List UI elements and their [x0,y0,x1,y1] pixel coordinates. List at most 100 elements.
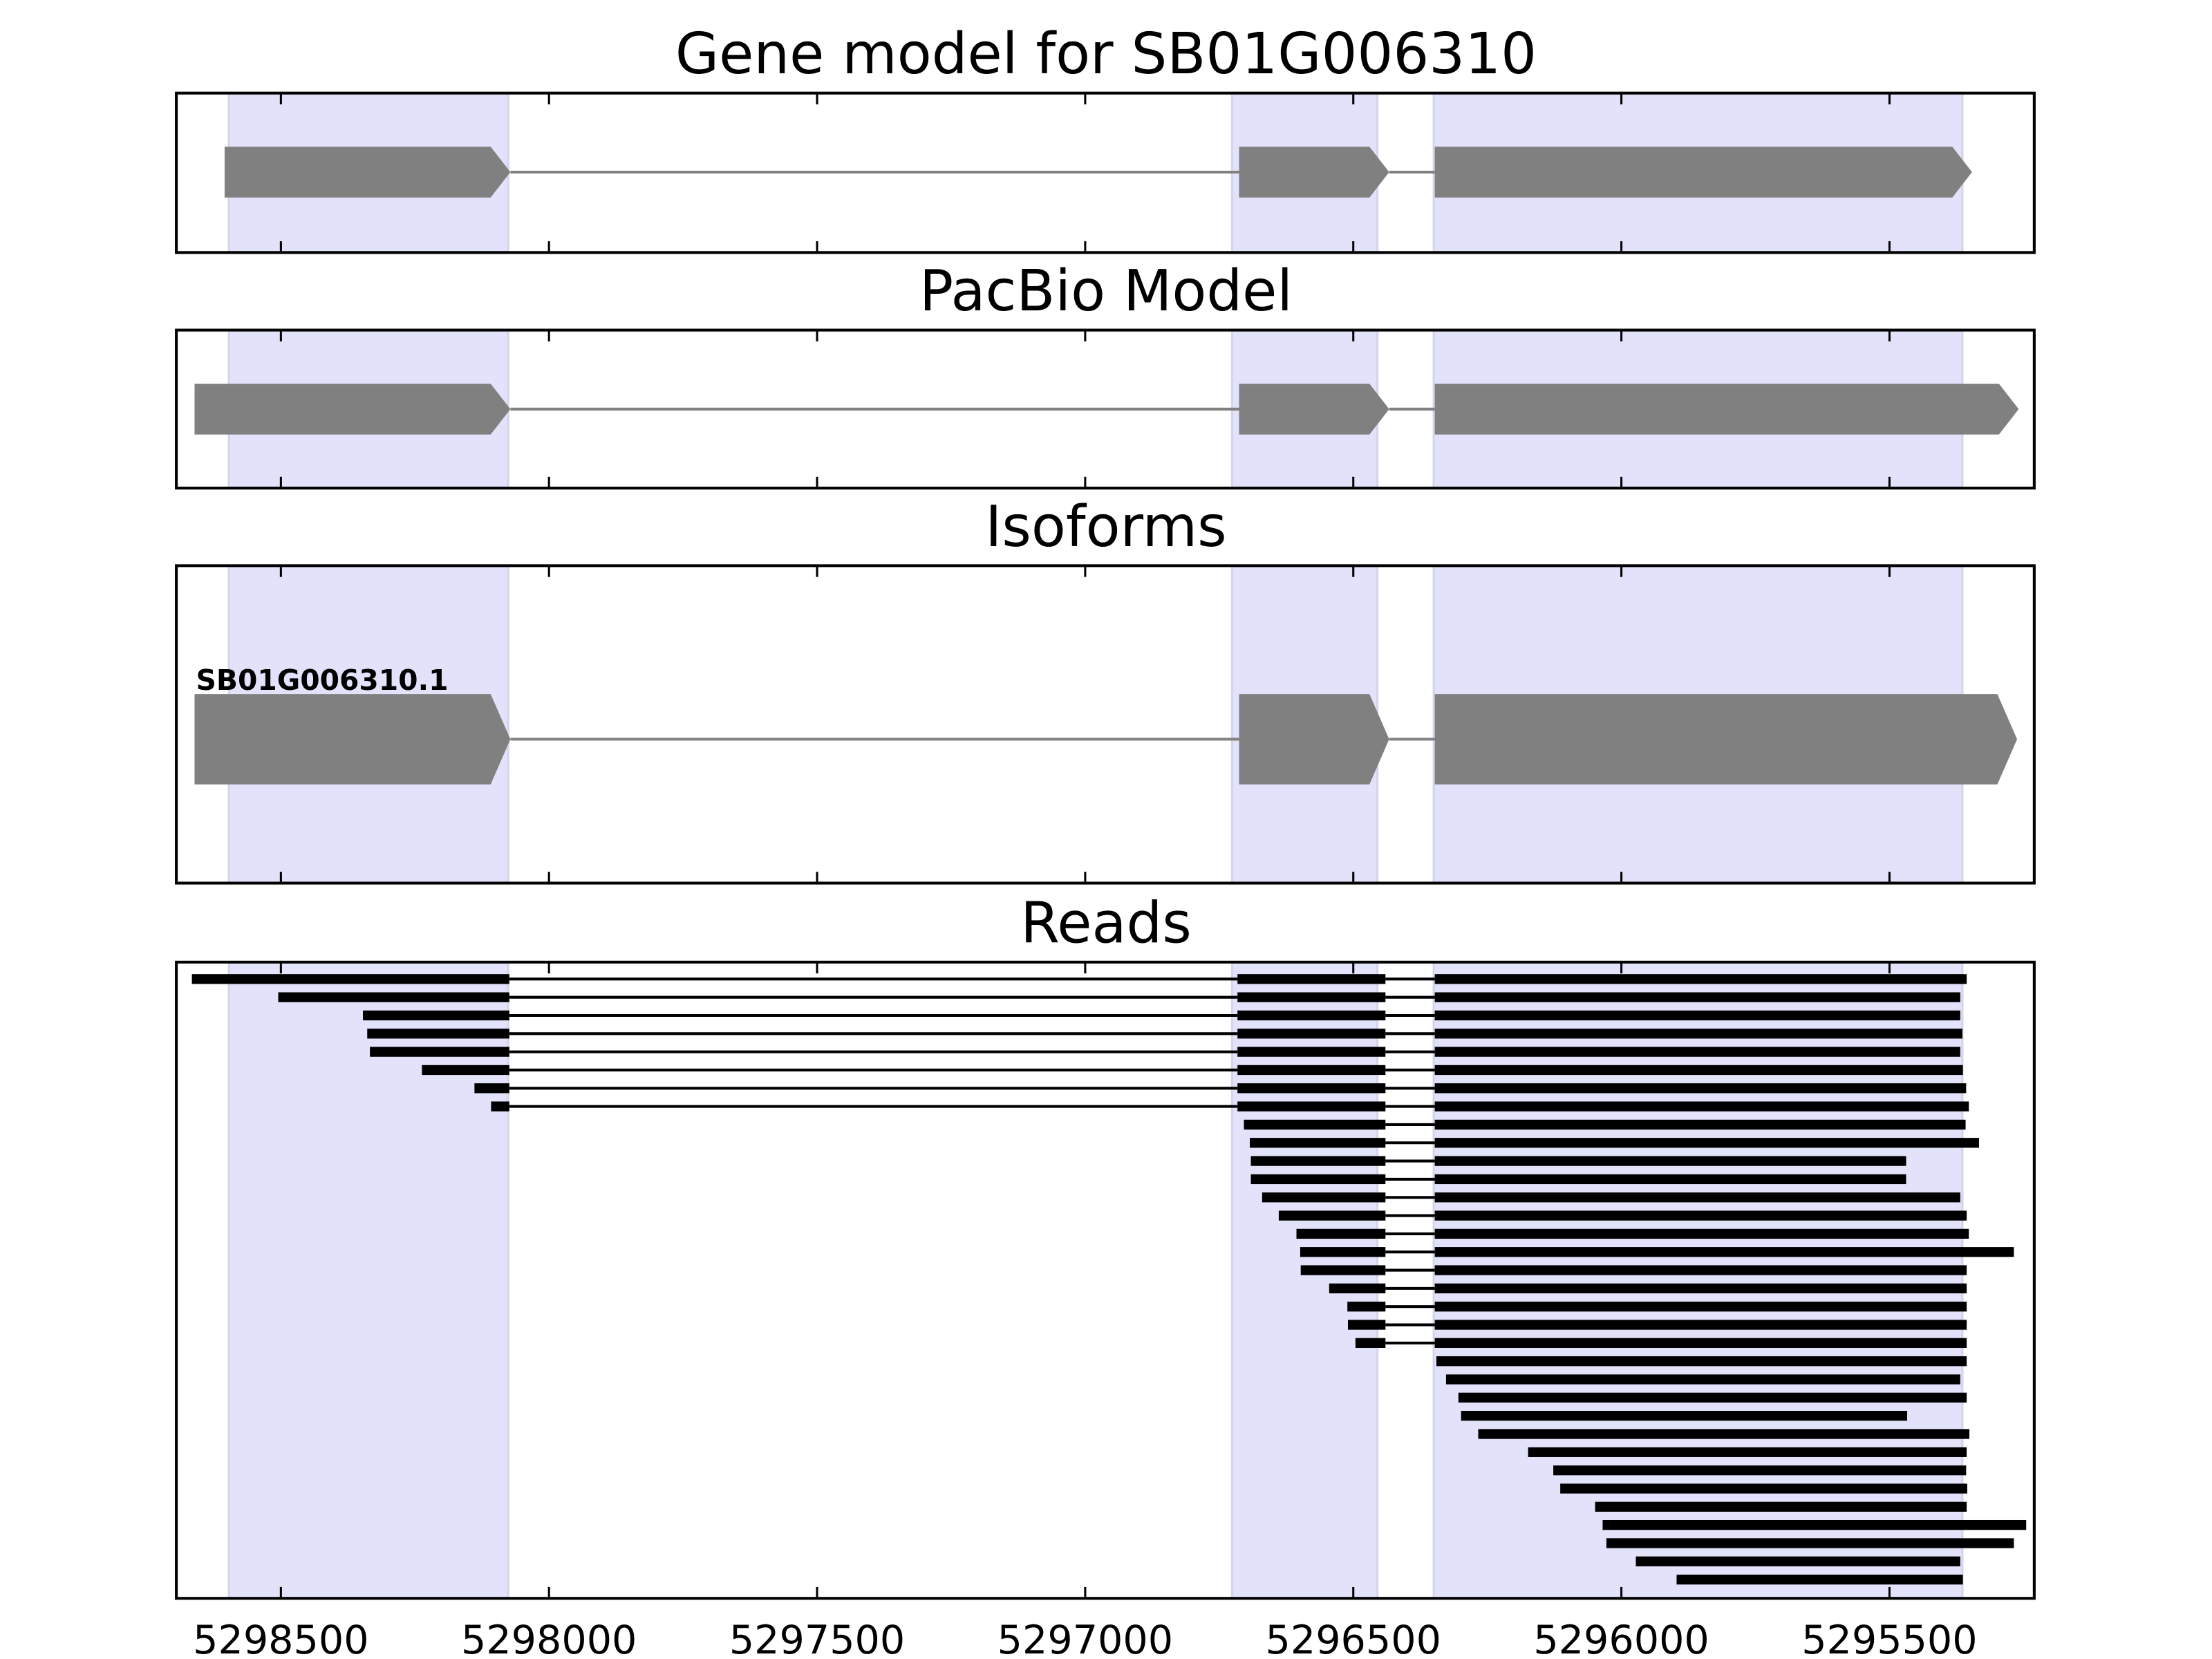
read-block [363,1010,509,1021]
read-block [1434,1174,1906,1185]
read-block [1434,1228,1969,1239]
read-block [1296,1228,1386,1239]
read-block [1528,1447,1967,1457]
read-block [1237,1083,1386,1094]
read-row [1458,1392,1967,1403]
x-tick-label: 5298000 [461,1618,637,1659]
read-block [1250,1156,1386,1166]
x-tick-label: 5297500 [729,1618,905,1659]
read-block [1237,992,1386,1002]
read-row [1602,1519,2027,1530]
read-block [1237,1029,1386,1039]
read-block [1478,1429,1969,1439]
read-block [1434,1283,1967,1294]
read-row [474,1083,1967,1094]
read-block [1250,1138,1386,1148]
read-block [491,1101,509,1112]
read-block [1461,1411,1908,1421]
read-block [1434,1192,1960,1203]
axes-frame [175,960,2036,1600]
read-block [1278,1210,1386,1221]
read-block [1434,1247,2014,1257]
read-row [1329,1283,1967,1294]
read-block [1434,1156,1906,1166]
read-row [1300,1247,2014,1257]
isoform-exon [1239,694,1389,785]
read-row [1595,1501,1967,1512]
read-block [1434,974,1967,984]
read-block [1458,1392,1967,1403]
read-row [1436,1356,1967,1367]
read-row [1606,1538,2014,1548]
read-block [422,1065,509,1076]
read-block [1355,1338,1386,1348]
read-block [1329,1283,1386,1294]
read-block [1676,1574,1963,1585]
read-block [1434,1302,1967,1312]
gene-model-exon [1239,147,1389,198]
read-row [1296,1228,1969,1239]
x-tick-label: 5298500 [193,1618,368,1659]
read-block [1434,1320,1967,1330]
read-block [1300,1265,1386,1275]
read-row [491,1101,1969,1112]
axes-frame [175,564,2036,885]
read-block [1300,1247,1386,1257]
exon-shade-region [227,961,509,1600]
read-block [1635,1556,1960,1566]
read-block [1250,1174,1386,1185]
read-block [278,992,509,1002]
read-block [1602,1519,2027,1530]
isoform-label: SB01G006310.1 [196,664,449,697]
read-block [1434,1047,1960,1057]
read-block [1347,1320,1386,1330]
read-block [1237,1101,1386,1112]
axes-frame [175,328,2036,490]
read-row [367,1029,1962,1039]
read-row [1347,1302,1967,1312]
isoform-exon [194,694,511,785]
read-block [1434,1010,1960,1021]
panel-title-pacbio-model: PacBio Model [919,259,1293,324]
read-block [1434,1029,1962,1039]
panel-isoforms-2: SB01G006310.1 [175,564,2036,885]
read-block [1244,1119,1386,1130]
x-tick-label: 5296500 [1266,1618,1441,1659]
panel-title-isoforms: Isoforms [985,494,1226,560]
read-row [1560,1483,1967,1494]
read-block [1434,1265,1967,1275]
x-tick-label: 5295500 [1801,1618,1977,1659]
read-block [1434,1083,1967,1094]
read-block [1237,974,1386,984]
x-tick-label: 5296000 [1533,1618,1709,1659]
panel-reads-3: 5298500 5298000 5297500 5297000 5296500 52960… [175,960,2036,1659]
read-block [1606,1538,2014,1548]
read-row [370,1047,1960,1057]
read-block [1237,1047,1386,1057]
panel-model-1 [175,328,2036,490]
read-block [1434,1138,1979,1148]
read-block [474,1083,509,1094]
read-row [1250,1174,1906,1185]
read-row [1250,1138,1979,1148]
read-row [1635,1556,1960,1566]
read-block [191,974,509,984]
read-row [1461,1411,1908,1421]
read-row [278,992,1960,1002]
read-block [1434,1338,1967,1348]
read-block [1237,1010,1386,1021]
read-row [1676,1574,1963,1585]
read-block [1434,1210,1967,1221]
read-block [1434,992,1960,1002]
read-row [1278,1210,1967,1221]
read-block [1262,1192,1386,1203]
read-block [1237,1065,1386,1076]
read-block [1434,1065,1963,1076]
x-tick-label: 5297000 [997,1618,1173,1659]
read-block [1434,1101,1969,1112]
axes-frame [175,91,2036,254]
read-row [1478,1429,1969,1439]
gene-model-exon [1434,384,2019,435]
read-row [1300,1265,1967,1275]
